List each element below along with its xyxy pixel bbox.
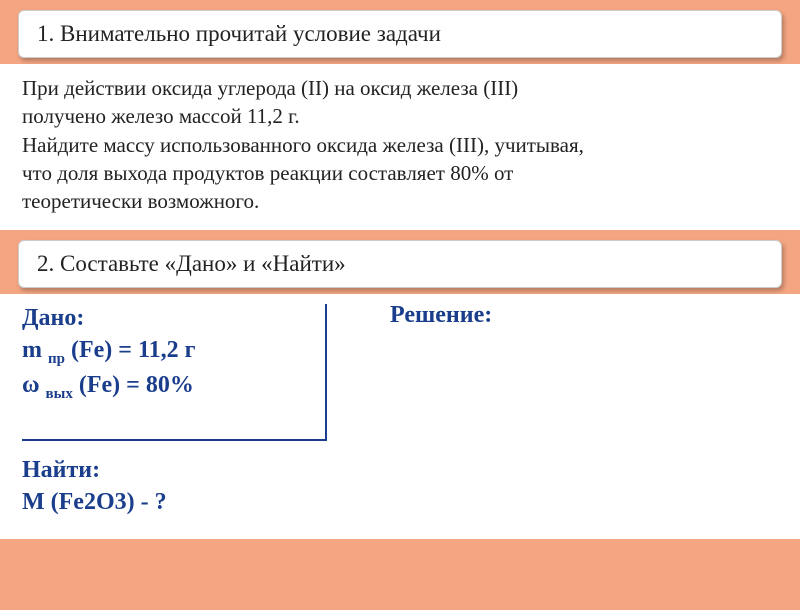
find-l1-b: O [96,489,115,515]
problem-line-1: При действии оксида углерода (II) на окс… [22,74,778,102]
find-l1-sub2: 3 [115,489,127,515]
given-l2-a: ω [22,372,46,398]
find-label: Найти: [22,454,167,486]
given-l2-b: (Fe) = 80% [73,372,194,398]
find-l1-a: M (Fe [22,489,84,515]
given-l1-sub: пр [48,351,65,367]
find-l1-c: ) - ? [127,489,167,515]
step-2-card: 2. Составьте «Дано» и «Найти» [18,240,782,288]
horizontal-divider [22,439,327,441]
given-block: Дано: m пр (Fe) = 11,2 г ω вых (Fe) = 80… [22,302,322,404]
given-l2-sub: вых [46,386,73,402]
given-l1-a: m [22,337,48,363]
step-1-card: 1. Внимательно прочитай условие задачи [18,10,782,58]
given-label: Дано: [22,302,322,334]
find-l1-sub1: 2 [84,489,96,515]
find-block: Найти: M (Fe2O3) - ? [22,454,167,519]
find-line-1: M (Fe2O3) - ? [22,486,167,518]
work-area: Дано: m пр (Fe) = 11,2 г ω вых (Fe) = 80… [0,294,800,539]
problem-line-3: Найдите массу использованного оксида жел… [22,131,778,159]
problem-line-2: получено железо массой 11,2 г. [22,102,778,130]
given-line-2: ω вых (Fe) = 80% [22,369,322,404]
vertical-divider [325,304,327,439]
problem-statement: При действии оксида углерода (II) на окс… [0,64,800,230]
solution-label: Решение: [390,302,492,329]
problem-line-4: что доля выхода продуктов реакции состав… [22,159,778,187]
step-1-title: 1. Внимательно прочитай условие задачи [37,21,763,47]
given-line-1: m пр (Fe) = 11,2 г [22,334,322,369]
step-2-title: 2. Составьте «Дано» и «Найти» [37,251,763,277]
given-l1-b: (Fe) = 11,2 г [65,337,196,363]
problem-line-5: теоретически возможного. [22,187,778,215]
